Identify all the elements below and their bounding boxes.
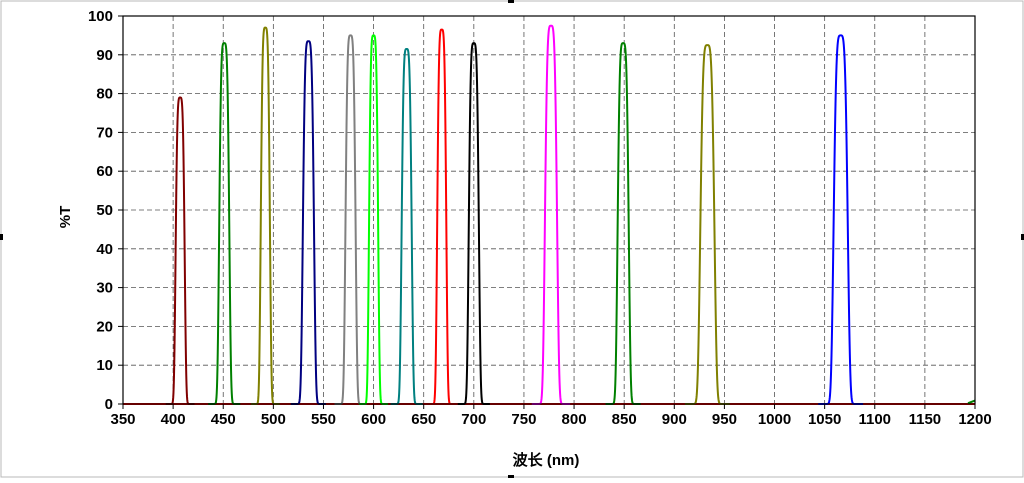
- x-tick-label: 700: [461, 411, 486, 428]
- y-tick-label: 40: [96, 241, 113, 258]
- x-tick-label: 350: [110, 411, 135, 428]
- y-tick-label: 10: [96, 357, 113, 374]
- frame-marker-left: [0, 234, 3, 240]
- x-tick-label: 650: [411, 411, 436, 428]
- y-tick-label: 30: [96, 280, 113, 297]
- x-tick-label: 450: [211, 411, 236, 428]
- x-tick-label: 900: [662, 411, 687, 428]
- x-tick-label: 1050: [808, 411, 841, 428]
- grid-lines: [123, 16, 975, 404]
- x-tick-label: 1000: [758, 411, 791, 428]
- y-tick-label: 20: [96, 318, 113, 335]
- frame-marker-right: [1021, 234, 1024, 240]
- edge-rise-curve: [967, 399, 976, 405]
- y-axis-title: %T: [57, 206, 74, 229]
- x-tick-label: 800: [562, 411, 587, 428]
- y-tick-label: 50: [96, 202, 113, 219]
- x-tick-label: 1100: [858, 411, 891, 428]
- x-tick-label: 500: [261, 411, 286, 428]
- x-axis-ticks: 350 400 450 500 550 600 650 700 750 800 850 900 950 1…: [110, 404, 992, 428]
- x-tick-label: 750: [511, 411, 536, 428]
- y-tick-label: 90: [96, 47, 113, 64]
- y-tick-label: 100: [88, 8, 113, 25]
- y-axis-ticks: 0 10 20 30 40 50 60 70 80 90 100: [88, 8, 123, 413]
- x-tick-label: 850: [612, 411, 637, 428]
- y-tick-label: 80: [96, 86, 113, 103]
- y-tick-label: 60: [96, 163, 113, 180]
- y-tick-label: 70: [96, 124, 113, 141]
- x-tick-label: 550: [311, 411, 336, 428]
- x-tick-label: 1200: [958, 411, 991, 428]
- x-axis-title: 波长 (nm): [513, 451, 580, 469]
- frame-marker-bottom: [508, 475, 514, 478]
- x-tick-label: 400: [161, 411, 186, 428]
- y-tick-label: 0: [105, 396, 113, 413]
- x-tick-label: 600: [361, 411, 386, 428]
- frame-marker-top: [508, 0, 514, 3]
- x-tick-label: 950: [712, 411, 737, 428]
- x-tick-label: 1150: [909, 411, 942, 428]
